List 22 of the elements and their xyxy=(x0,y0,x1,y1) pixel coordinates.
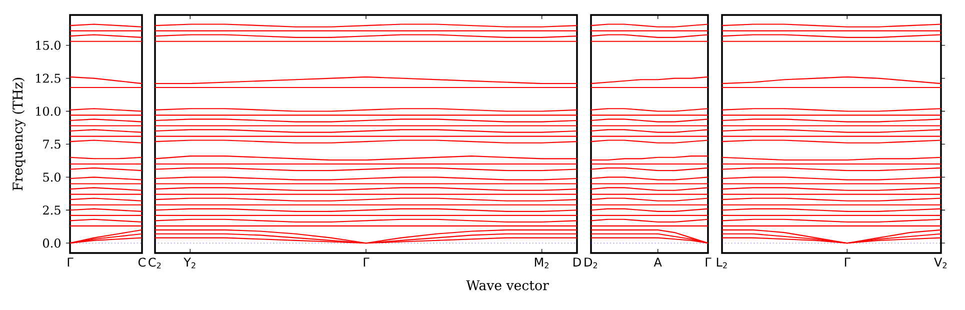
x-axis-title: Wave vector xyxy=(466,280,549,290)
x-tick-label: M$_{2}$ xyxy=(534,258,548,268)
y-tick-label: 7.5 xyxy=(43,140,60,149)
x-tick-label: Γ xyxy=(706,258,712,266)
x-tick-label: Γ xyxy=(68,258,74,266)
y-tick-label: 2.5 xyxy=(43,206,60,215)
x-tick-label: A xyxy=(654,258,662,266)
x-tick-label: C$_{2}$ xyxy=(148,258,161,268)
y-tick-label: 5.0 xyxy=(43,172,61,182)
x-tick-label: Y$_{2}$ xyxy=(184,258,196,268)
y-tick-label: 0.0 xyxy=(43,238,61,248)
x-tick-label: D$_{2}$ xyxy=(584,258,598,268)
x-tick-label: V$_{2}$ xyxy=(934,258,946,268)
x-tick-label: Γ xyxy=(844,258,850,266)
x-tick-label: Γ xyxy=(364,258,370,266)
x-tick-label: C xyxy=(138,258,146,267)
y-tick-label: 15.0 xyxy=(36,40,61,50)
y-tick-label: 10.0 xyxy=(36,106,61,116)
y-tick-label: 12.5 xyxy=(36,74,60,83)
x-tick-label: D xyxy=(574,258,581,266)
y-axis-title: Frequency (THz) xyxy=(12,78,26,190)
x-tick-label: L$_{2}$ xyxy=(716,258,727,268)
